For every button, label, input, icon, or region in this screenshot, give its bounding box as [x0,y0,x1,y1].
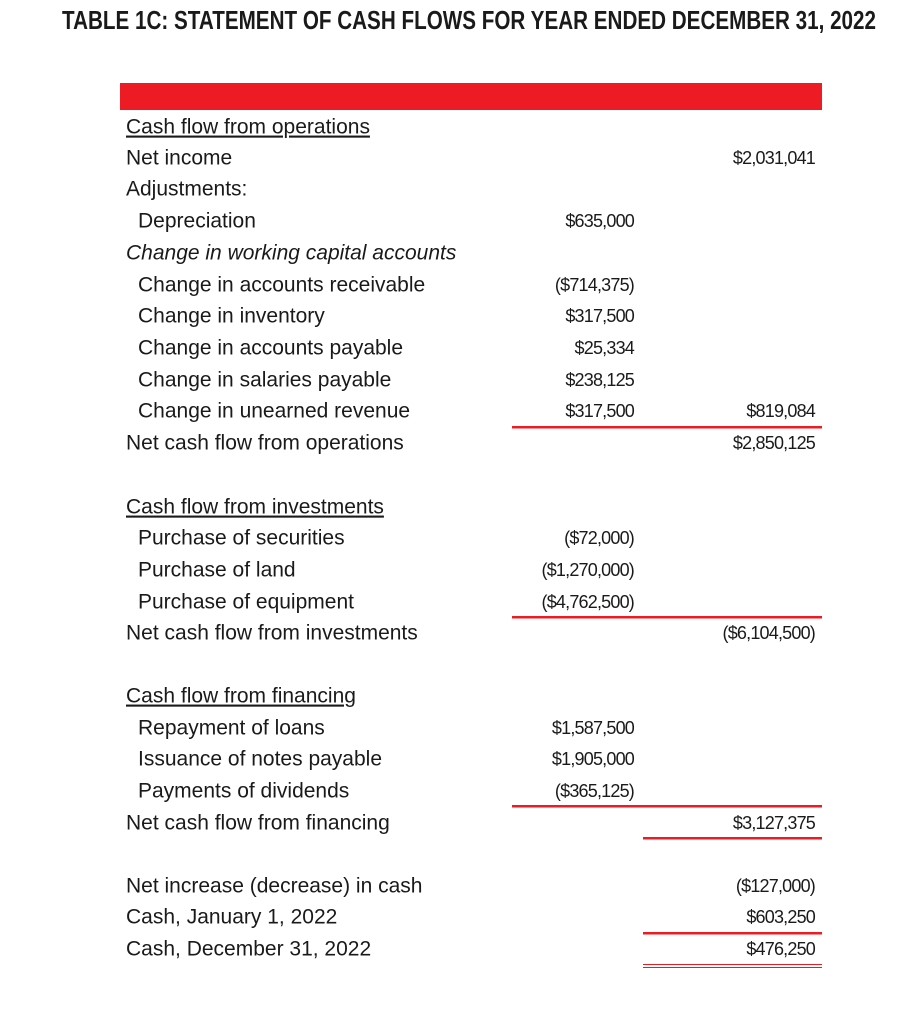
amount: $25,334 [575,338,635,358]
total: $603,250 [746,907,815,927]
rule [512,616,822,619]
rule [512,805,822,808]
amount: ($72,000) [564,528,634,548]
row-label: Net cash flow from investments [126,622,418,645]
row-label: Purchase of securities [138,527,345,550]
header-bar [120,83,822,110]
row-label: Cash, December 31, 2022 [126,938,371,961]
row-label: Purchase of equipment [138,591,354,614]
row-label: Change in unearned revenue [138,400,410,423]
amount: ($365,125) [555,781,634,801]
double-rule [643,967,822,968]
amount: ($1,270,000) [542,560,634,580]
row-label: Change in accounts payable [138,337,403,360]
amount: ($4,762,500) [542,592,634,612]
title: TABLE 1C: STATEMENT OF CASH FLOWS FOR YE… [62,5,876,35]
row-label: Purchase of land [138,559,296,582]
row-label: Repayment of loans [138,717,325,740]
row-label: Net cash flow from financing [126,812,390,835]
row-label: Net increase (decrease) in cash [126,875,422,898]
amount: $1,905,000 [552,749,635,769]
section-heading: Cash flow from operations [126,116,370,139]
row-label: Cash, January 1, 2022 [126,906,337,929]
amount: $238,125 [565,370,634,390]
row-label: Adjustments: [126,178,247,201]
total: $2,850,125 [733,433,816,453]
total: ($127,000) [736,876,815,896]
rule [643,837,822,840]
double-rule [643,964,822,965]
row-label: Issuance of notes payable [138,748,382,771]
section-heading: Cash flow from financing [126,685,356,708]
rule [512,426,822,429]
row-label: Change in inventory [138,305,325,328]
amount: $317,500 [565,401,634,421]
row-label: Depreciation [138,210,256,233]
row-label: Net cash flow from operations [126,432,404,455]
section-heading: Cash flow from investments [126,496,384,519]
row-label: Net income [126,147,232,170]
total: $2,031,041 [733,148,816,168]
amount: ($714,375) [555,275,634,295]
total: $819,084 [746,401,815,421]
amount: $635,000 [565,211,634,231]
amount: $317,500 [565,306,634,326]
row-label: Change in salaries payable [138,369,391,392]
total: ($6,104,500) [723,623,815,643]
row-label: Change in working capital accounts [126,242,457,265]
total: $3,127,375 [733,813,816,833]
row-label: Change in accounts receivable [138,274,425,297]
total: $476,250 [746,939,815,959]
amount: $1,587,500 [552,718,635,738]
row-label: Payments of dividends [138,780,349,803]
rule [643,932,822,935]
